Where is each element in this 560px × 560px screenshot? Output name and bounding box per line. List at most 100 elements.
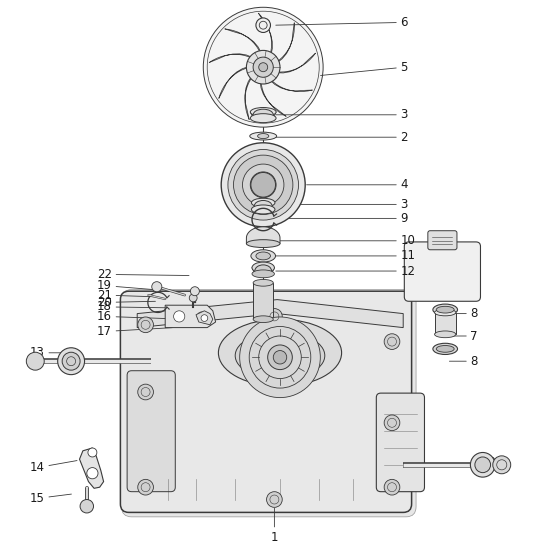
Ellipse shape (250, 108, 276, 116)
Circle shape (256, 18, 270, 32)
FancyBboxPatch shape (428, 231, 457, 250)
Circle shape (253, 57, 273, 77)
Ellipse shape (258, 133, 269, 138)
Polygon shape (209, 54, 253, 63)
Polygon shape (277, 22, 295, 63)
Polygon shape (219, 67, 249, 99)
Ellipse shape (251, 198, 275, 207)
Text: 13: 13 (472, 455, 497, 469)
Text: 2: 2 (276, 130, 408, 144)
Text: 7: 7 (449, 329, 478, 343)
Ellipse shape (251, 250, 276, 262)
Text: 8: 8 (449, 307, 478, 320)
Ellipse shape (252, 262, 274, 273)
Circle shape (152, 282, 162, 292)
Circle shape (259, 63, 268, 72)
Ellipse shape (253, 316, 273, 323)
Circle shape (221, 143, 305, 227)
Text: 17: 17 (97, 325, 172, 338)
Text: 10: 10 (276, 234, 416, 248)
FancyBboxPatch shape (404, 242, 480, 301)
Circle shape (267, 309, 282, 324)
Ellipse shape (253, 109, 273, 120)
Circle shape (138, 479, 153, 495)
Circle shape (87, 468, 98, 479)
Circle shape (268, 345, 292, 370)
Polygon shape (245, 76, 253, 120)
Circle shape (273, 351, 287, 364)
Ellipse shape (250, 132, 277, 140)
Text: 14: 14 (30, 460, 77, 474)
Polygon shape (270, 80, 312, 91)
Circle shape (493, 456, 511, 474)
Ellipse shape (255, 265, 272, 277)
Ellipse shape (433, 343, 458, 354)
Circle shape (197, 312, 206, 321)
Text: 8: 8 (449, 354, 478, 368)
Text: 3: 3 (276, 108, 408, 122)
Ellipse shape (251, 205, 275, 214)
Text: 19: 19 (97, 279, 158, 292)
Circle shape (201, 315, 208, 321)
Polygon shape (246, 227, 280, 244)
Polygon shape (137, 300, 403, 328)
FancyBboxPatch shape (120, 291, 412, 512)
Circle shape (250, 172, 276, 198)
Ellipse shape (256, 252, 270, 260)
Ellipse shape (254, 200, 272, 212)
Text: 4: 4 (306, 178, 408, 192)
FancyBboxPatch shape (122, 290, 416, 517)
Ellipse shape (235, 332, 325, 380)
Circle shape (88, 448, 97, 457)
FancyBboxPatch shape (127, 371, 175, 492)
Text: 5: 5 (320, 60, 408, 76)
Ellipse shape (435, 309, 456, 316)
Text: 15: 15 (30, 492, 72, 505)
Circle shape (138, 317, 153, 333)
Circle shape (384, 479, 400, 495)
Ellipse shape (436, 346, 454, 352)
Text: 6: 6 (276, 16, 408, 29)
Ellipse shape (218, 319, 342, 386)
Ellipse shape (250, 114, 276, 123)
Circle shape (234, 155, 293, 214)
Text: 21: 21 (97, 288, 155, 302)
Polygon shape (260, 81, 286, 116)
Text: 3: 3 (276, 198, 408, 211)
Text: 16: 16 (97, 310, 184, 323)
Circle shape (475, 457, 491, 473)
Circle shape (228, 150, 298, 220)
Bar (253, 283, 273, 319)
Circle shape (251, 172, 276, 197)
Text: 11: 11 (276, 249, 416, 263)
Circle shape (246, 50, 280, 84)
Text: 12: 12 (276, 264, 416, 278)
Bar (435, 313, 456, 334)
Text: 13: 13 (30, 346, 72, 360)
Ellipse shape (433, 304, 458, 315)
FancyBboxPatch shape (376, 393, 424, 492)
Ellipse shape (252, 270, 274, 278)
Ellipse shape (436, 306, 454, 313)
Circle shape (470, 452, 495, 477)
Ellipse shape (253, 279, 273, 286)
Text: 22: 22 (97, 268, 189, 281)
Circle shape (242, 164, 284, 206)
Circle shape (138, 384, 153, 400)
Polygon shape (165, 305, 216, 328)
Polygon shape (80, 448, 104, 488)
Polygon shape (277, 53, 316, 73)
Polygon shape (196, 311, 213, 325)
Circle shape (174, 311, 185, 322)
Ellipse shape (435, 331, 456, 338)
Circle shape (189, 294, 197, 302)
Circle shape (26, 352, 44, 370)
Circle shape (384, 334, 400, 349)
Circle shape (267, 492, 282, 507)
Circle shape (203, 7, 323, 127)
Text: 9: 9 (276, 212, 408, 225)
Circle shape (240, 317, 320, 398)
Ellipse shape (246, 240, 280, 248)
Polygon shape (225, 29, 262, 53)
Text: 18: 18 (97, 300, 181, 314)
